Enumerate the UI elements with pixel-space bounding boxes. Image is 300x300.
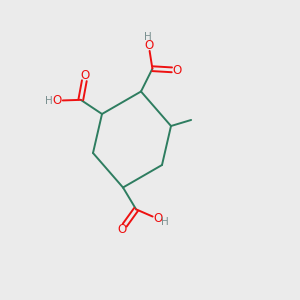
Text: O: O: [117, 223, 126, 236]
Text: O: O: [144, 39, 153, 52]
Text: H: H: [45, 96, 53, 106]
Text: H: H: [144, 32, 151, 42]
Text: O: O: [53, 94, 62, 107]
Text: H: H: [161, 217, 169, 227]
Text: O: O: [172, 64, 182, 77]
Text: O: O: [81, 69, 90, 82]
Text: O: O: [153, 212, 162, 225]
